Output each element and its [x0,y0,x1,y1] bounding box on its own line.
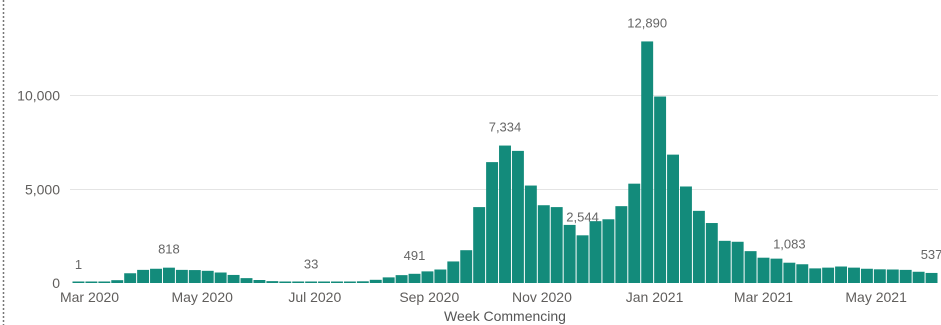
data-label: 491 [404,248,426,263]
bar-2020-03-09[interactable] [98,281,111,284]
bar-2021-04-19[interactable] [848,267,860,283]
bar-2021-04-12[interactable] [835,266,848,283]
bar-2020-10-12[interactable] [499,145,511,283]
bar-2020-09-14[interactable] [447,261,460,283]
bar-2020-12-21[interactable] [628,183,641,283]
bar-2020-11-09[interactable] [550,207,563,283]
bar-2021-05-31[interactable] [925,272,938,283]
bar-2021-02-22[interactable] [744,251,757,283]
bar-2021-03-15[interactable] [783,262,796,283]
bar-2020-05-11[interactable] [214,272,227,283]
bar-2021-01-18[interactable] [679,186,692,283]
bar-2020-07-27[interactable] [356,281,369,283]
data-label: 7,334 [489,120,522,135]
data-label: 12,890 [627,15,667,30]
bar-2020-10-26[interactable] [524,185,537,283]
data-label: 1 [75,257,82,272]
x-axis: Mar 2020 May 2020 Jul 2020 Sep 2020 Nov 2020… [60,289,907,305]
bar-2020-06-22[interactable] [292,281,305,284]
bar-2021-01-04[interactable] [654,96,667,283]
x-tick-label: Sep 2020 [399,289,459,305]
bar-2020-02-24[interactable] [72,281,85,284]
bar-2020-06-08[interactable] [266,281,279,283]
data-label: 1,083 [773,237,806,252]
bar-2020-06-01[interactable] [253,280,266,283]
bar-2021-05-10[interactable] [886,269,899,283]
bar-2020-05-04[interactable] [201,270,214,283]
bar-2020-09-07[interactable] [434,269,447,283]
bar-2021-01-25[interactable] [692,210,705,283]
bar-2020-12-28[interactable] [641,41,654,284]
bar-2021-02-08[interactable] [718,240,731,283]
bar-2020-06-29[interactable] [305,281,318,284]
x-tick-label: Jul 2020 [288,289,341,305]
bar-2021-05-03[interactable] [873,269,886,283]
bar-2020-11-23[interactable] [576,235,589,283]
x-tick-label: Jan 2021 [626,289,684,305]
y-axis: 0 5,000 10,000 [17,88,60,291]
bar-2021-02-15[interactable] [731,241,744,283]
bar-2020-11-02[interactable] [537,205,550,283]
bar-2021-03-22[interactable] [796,264,809,283]
bar-2020-08-24[interactable] [408,273,421,283]
bar-2021-05-17[interactable] [899,269,912,283]
bar-2020-07-20[interactable] [343,281,356,284]
x-tick-label: May 2021 [845,289,907,305]
x-axis-title: Week Commencing [444,308,566,324]
data-label: 818 [158,242,180,257]
bar-2020-04-20[interactable] [175,269,188,283]
y-tick-label: 0 [52,275,60,291]
bar-2020-03-16[interactable] [111,280,124,283]
y-tick-label: 10,000 [17,88,60,104]
data-label: 2,544 [566,209,599,224]
x-tick-label: May 2020 [171,289,233,305]
data-label: 537 [921,247,941,262]
bar-2021-01-11[interactable] [667,154,679,283]
bar-2020-04-06[interactable] [150,268,162,283]
bar-series [72,41,938,284]
bar-2020-03-23[interactable] [124,273,137,283]
bar-2021-04-26[interactable] [860,268,873,283]
bar-2021-03-01[interactable] [757,257,770,283]
bar-2020-12-07[interactable] [602,219,615,283]
bar-2020-07-06[interactable] [318,281,331,284]
bar-2020-07-13[interactable] [331,281,343,284]
bar-2021-03-29[interactable] [809,268,822,283]
bar-2020-11-30[interactable] [589,221,602,283]
bar-2020-09-21[interactable] [460,250,473,283]
bar-2020-04-13[interactable] [162,267,175,283]
bar-2020-12-14[interactable] [615,206,628,283]
bar-2021-03-08[interactable] [770,258,783,283]
bar-2020-10-19[interactable] [511,150,524,283]
bar-2021-04-05[interactable] [822,267,835,283]
y-tick-label: 5,000 [25,181,60,197]
bar-2020-09-28[interactable] [473,207,486,283]
bar-2020-08-31[interactable] [421,271,434,283]
data-label: 33 [304,256,318,271]
bar-2020-08-17[interactable] [395,275,408,283]
bar-2020-06-15[interactable] [279,281,292,284]
bar-2020-05-25[interactable] [240,278,253,283]
bar-2020-11-16[interactable] [563,224,576,283]
data-labels: 1 818 33 491 7,334 2,544 12,890 1,083 537 [75,15,941,272]
bar-2020-05-18[interactable] [227,274,240,283]
bar-2020-08-03[interactable] [369,279,382,283]
bar-2021-05-24[interactable] [912,271,925,283]
bar-2020-04-27[interactable] [188,270,201,283]
bar-2021-02-01[interactable] [705,223,718,283]
x-tick-label: Mar 2021 [734,289,793,305]
bar-2020-03-30[interactable] [137,269,150,283]
x-tick-label: Nov 2020 [512,289,572,305]
bar-2020-10-05[interactable] [486,162,499,283]
x-tick-label: Mar 2020 [60,289,119,305]
bar-2020-08-10[interactable] [382,277,395,283]
bar-2020-03-02[interactable] [85,281,98,284]
